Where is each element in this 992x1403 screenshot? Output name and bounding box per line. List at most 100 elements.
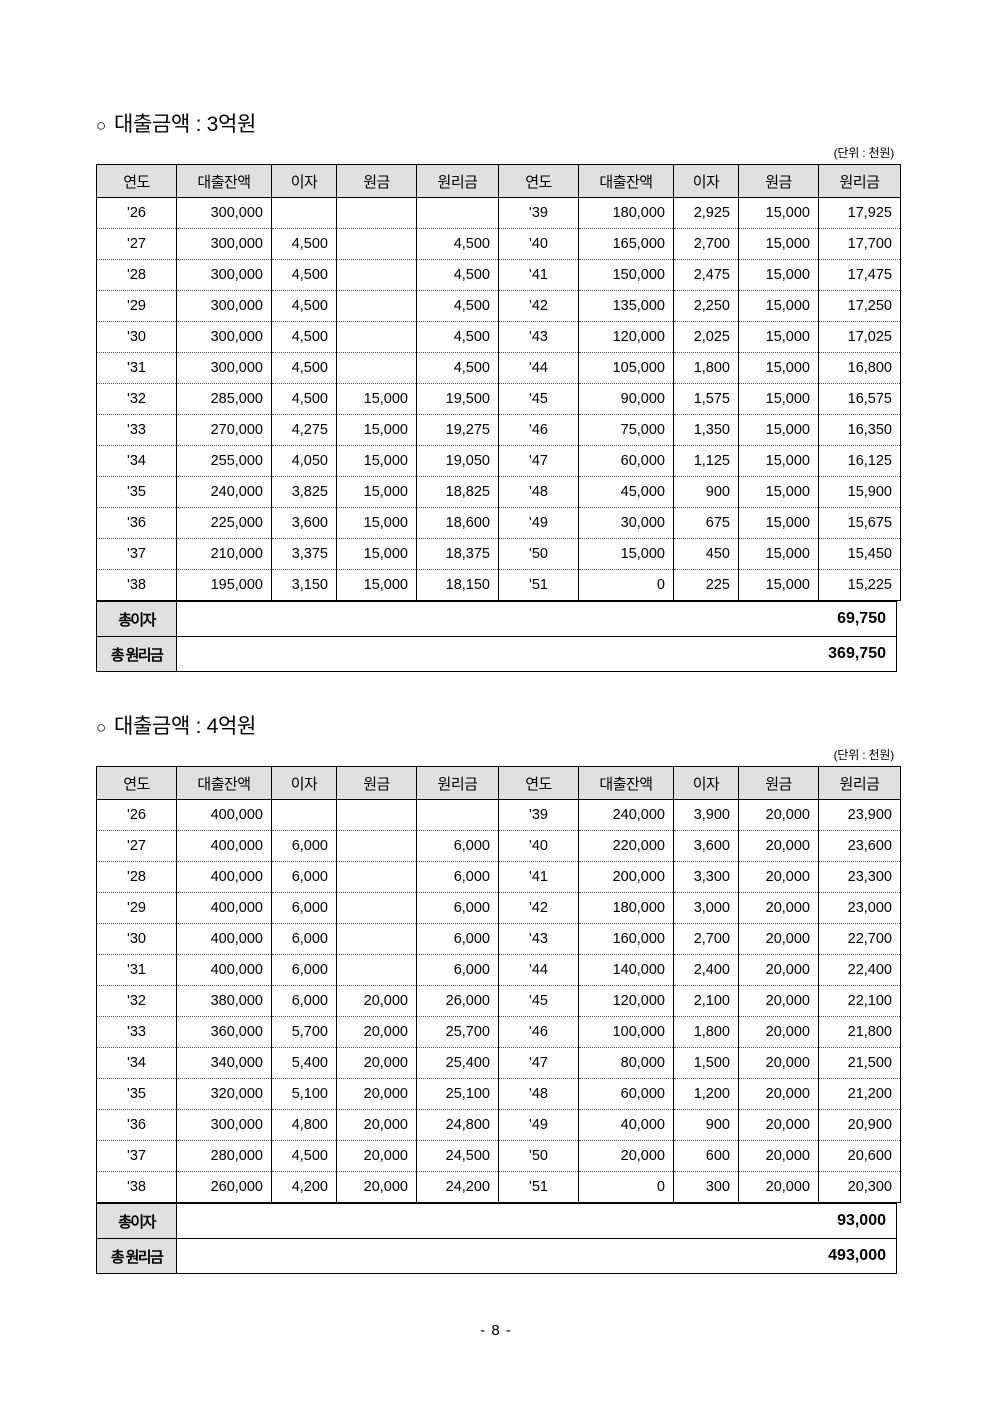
cell-year: '45 xyxy=(498,383,579,415)
cell-year: '27 xyxy=(96,830,177,862)
summary-label: 총이자 xyxy=(96,601,177,637)
cell-balance: 180,000 xyxy=(578,197,674,229)
cell-interest xyxy=(271,197,337,229)
cell-interest: 4,050 xyxy=(271,445,337,477)
cell-balance: 15,000 xyxy=(578,538,674,570)
cell-payment: 16,350 xyxy=(818,414,901,446)
cell-year: '32 xyxy=(96,985,177,1017)
cell-interest: 225 xyxy=(673,569,739,601)
cell-principal xyxy=(336,352,417,384)
cell-payment: 22,700 xyxy=(818,923,901,955)
column-header-interest: 이자 xyxy=(673,164,739,198)
table-row: '27 400,000 6,000 6,000'40 220,000 3,600 20,00… xyxy=(96,830,901,862)
cell-year: '28 xyxy=(96,259,177,291)
cell-principal: 15,000 xyxy=(738,538,819,570)
table-row: '28 300,000 4,500 4,500'41 150,000 2,475 15,00… xyxy=(96,259,901,291)
column-header-year: 연도 xyxy=(498,766,579,800)
cell-principal: 15,000 xyxy=(336,538,417,570)
cell-interest: 2,100 xyxy=(673,985,739,1017)
cell-interest: 2,475 xyxy=(673,259,739,291)
cell-payment: 23,600 xyxy=(818,830,901,862)
cell-year: '31 xyxy=(96,954,177,986)
cell-interest: 3,600 xyxy=(271,507,337,539)
summary-row: 총 원리금 369,750 xyxy=(96,636,897,672)
cell-payment: 20,600 xyxy=(818,1140,901,1172)
cell-interest: 2,400 xyxy=(673,954,739,986)
cell-year: '35 xyxy=(96,476,177,508)
cell-payment: 21,500 xyxy=(818,1047,901,1079)
table-row: '32 285,000 4,500 15,000 19,500'45 90,000 1,57… xyxy=(96,383,901,415)
cell-payment: 6,000 xyxy=(416,954,499,986)
summary-row: 총이자 69,750 xyxy=(96,601,897,637)
cell-interest: 3,900 xyxy=(673,799,739,831)
cell-interest: 1,125 xyxy=(673,445,739,477)
cell-balance: 300,000 xyxy=(176,290,272,322)
cell-balance: 0 xyxy=(578,1171,674,1203)
cell-year: '38 xyxy=(96,1171,177,1203)
table-row: '35 320,000 5,100 20,000 25,100'48 60,000 1,20… xyxy=(96,1078,901,1110)
cell-balance: 280,000 xyxy=(176,1140,272,1172)
cell-balance: 320,000 xyxy=(176,1078,272,1110)
table-row: '37 280,000 4,500 20,000 24,500'50 20,000 600 2… xyxy=(96,1140,901,1172)
cell-year: '37 xyxy=(96,1140,177,1172)
cell-payment: 6,000 xyxy=(416,923,499,955)
cell-year: '44 xyxy=(498,954,579,986)
cell-principal: 20,000 xyxy=(738,985,819,1017)
cell-payment: 17,250 xyxy=(818,290,901,322)
cell-balance: 60,000 xyxy=(578,445,674,477)
cell-balance: 300,000 xyxy=(176,197,272,229)
cell-balance: 45,000 xyxy=(578,476,674,508)
cell-principal: 15,000 xyxy=(738,290,819,322)
cell-year: '34 xyxy=(96,1047,177,1079)
cell-principal: 15,000 xyxy=(336,507,417,539)
cell-interest: 5,100 xyxy=(271,1078,337,1110)
table-row: '28 400,000 6,000 6,000'41 200,000 3,300 20,00… xyxy=(96,861,901,893)
cell-interest: 3,375 xyxy=(271,538,337,570)
cell-interest: 6,000 xyxy=(271,923,337,955)
cell-interest: 1,575 xyxy=(673,383,739,415)
table-row: '27 300,000 4,500 4,500'40 165,000 2,700 15,00… xyxy=(96,228,901,260)
cell-year: '50 xyxy=(498,538,579,570)
cell-principal: 20,000 xyxy=(738,1109,819,1141)
cell-principal xyxy=(336,954,417,986)
cell-payment: 4,500 xyxy=(416,352,499,384)
cell-interest: 6,000 xyxy=(271,830,337,862)
cell-interest: 4,500 xyxy=(271,321,337,353)
cell-payment: 16,125 xyxy=(818,445,901,477)
cell-balance: 300,000 xyxy=(176,259,272,291)
cell-balance: 300,000 xyxy=(176,1109,272,1141)
cell-balance: 360,000 xyxy=(176,1016,272,1048)
cell-interest: 2,925 xyxy=(673,197,739,229)
cell-balance: 210,000 xyxy=(176,538,272,570)
cell-payment: 25,700 xyxy=(416,1016,499,1048)
cell-balance: 20,000 xyxy=(578,1140,674,1172)
cell-interest: 5,700 xyxy=(271,1016,337,1048)
cell-principal: 15,000 xyxy=(738,414,819,446)
cell-year: '42 xyxy=(498,290,579,322)
cell-payment: 21,800 xyxy=(818,1016,901,1048)
table-row: '32 380,000 6,000 20,000 26,000'45 120,000 2,1… xyxy=(96,985,901,1017)
column-header-principal: 원금 xyxy=(336,164,417,198)
unit-note: (단위 : 천원) xyxy=(833,748,895,762)
cell-year: '50 xyxy=(498,1140,579,1172)
cell-year: '39 xyxy=(498,197,579,229)
cell-year: '29 xyxy=(96,892,177,924)
cell-interest: 1,800 xyxy=(673,1016,739,1048)
table-row: '31 400,000 6,000 6,000'44 140,000 2,400 20,00… xyxy=(96,954,901,986)
cell-interest: 4,500 xyxy=(271,290,337,322)
summary-value: 369,750 xyxy=(176,636,897,672)
cell-year: '47 xyxy=(498,1047,579,1079)
column-header-interest: 이자 xyxy=(673,766,739,800)
table-row: '38 260,000 4,200 20,000 24,200'51 0 300 20,000… xyxy=(96,1171,901,1203)
cell-principal: 20,000 xyxy=(738,1047,819,1079)
cell-year: '45 xyxy=(498,985,579,1017)
table-header-row: 연도 대출잔액 이자 원금 원리금 연도 대출잔액 이자 원금 원리금 xyxy=(96,164,901,198)
cell-year: '36 xyxy=(96,1109,177,1141)
cell-payment: 24,200 xyxy=(416,1171,499,1203)
cell-interest: 4,500 xyxy=(271,383,337,415)
section-heading: ○ 대출금액 : 3억원 xyxy=(96,108,896,138)
cell-payment: 20,300 xyxy=(818,1171,901,1203)
cell-interest: 5,400 xyxy=(271,1047,337,1079)
cell-balance: 285,000 xyxy=(176,383,272,415)
